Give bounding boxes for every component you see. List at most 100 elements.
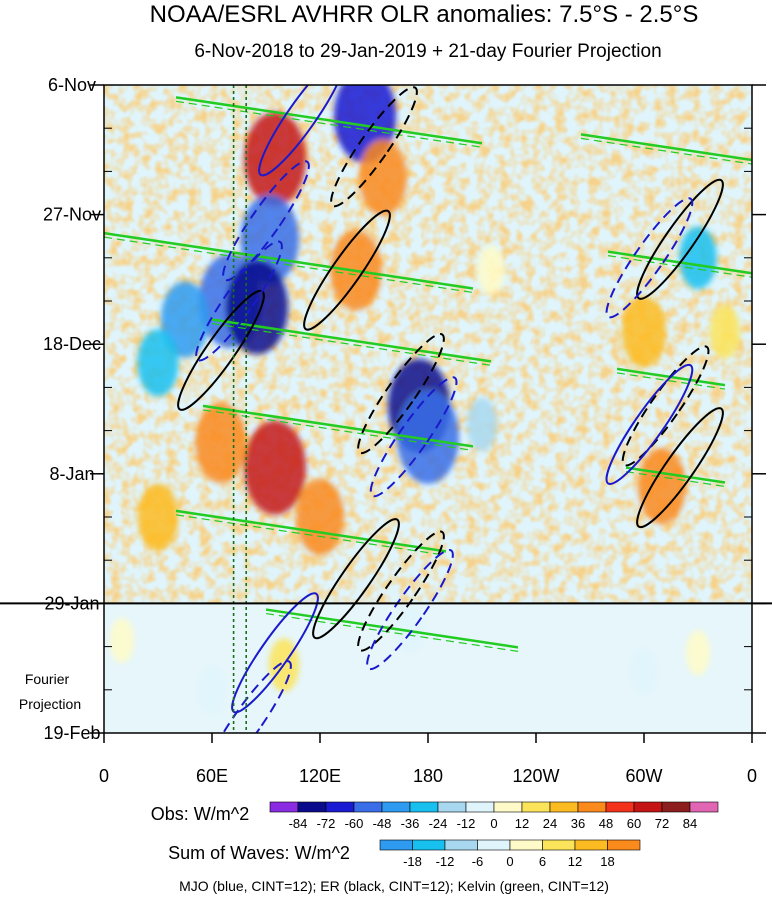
obs-colorbar-label: 72 [655,816,669,831]
obs-colorbar-box [269,801,299,813]
anomaly-region [638,448,686,525]
waves-colorbar-box [477,839,511,851]
obs-colorbar-box [689,801,719,813]
obs-colorbar-label: -72 [317,816,336,831]
kelvin-contour [616,372,726,390]
kelvin-contour [625,466,726,484]
anomaly-region [109,617,135,664]
anomaly-region [466,397,498,452]
obs-colorbar-box [577,801,607,813]
anomaly-region [631,648,657,694]
obs-colorbar-label: -36 [401,816,420,831]
anomaly-region [621,296,667,368]
x-axis: 0 60E 120E 180 120W 60W 0 [99,733,757,786]
obs-colorbar-label: 60 [627,816,641,831]
mjo-contour [605,363,694,485]
mjo-contour [258,85,346,177]
anomaly-region [396,603,424,653]
forecast-label-line2: Projection [19,696,81,712]
obs-colorbar-label: -48 [373,816,392,831]
kelvin-contour [607,255,752,278]
anomaly-region [226,260,288,355]
mjo-contour [605,197,694,319]
x-tick-label: 0 [747,766,757,786]
chart-title: NOAA/ESRL AVHRR OLR anomalies: 7.5°S - 2… [150,1,699,28]
obs-colorbar-box [437,801,467,813]
waves-colorbar-box [607,839,641,851]
waves-colorbar-box [509,839,543,851]
anomaly-region [137,329,179,397]
x-tick-label: 0 [99,766,109,786]
mjo-contour [366,549,454,671]
obs-colorbar-label: 24 [543,816,557,831]
waves-colorbar-box [574,839,608,851]
waves-colorbar-box [444,839,478,851]
y-tick-label: 18-Dec [43,334,101,354]
waves-legend-label: Sum of Waves: W/m^2 [168,843,350,863]
anomaly-region [161,281,209,358]
kelvin-contour [265,612,519,652]
anomaly-region [709,305,741,359]
obs-colorbar-box [549,801,579,813]
obs-colorbar-box [409,801,439,813]
mjo-contour [195,240,283,362]
obs-colorbar-label: 36 [571,816,585,831]
kelvin-contour [104,236,474,294]
waves-colorbar-label: -12 [436,854,455,869]
mjo-contour [222,160,310,282]
y-tick-label: 19-Feb [43,723,100,743]
anomaly-region [137,483,179,551]
obs-colorbar-label: -12 [457,816,476,831]
kelvin-contour [175,509,447,553]
y-tick-label: 27-Nov [43,205,101,225]
x-tick-label: 180 [413,766,443,786]
x-tick-label: 60W [625,766,662,786]
obs-colorbar-label: 0 [490,816,497,831]
obs-colorbar-label: -24 [429,816,448,831]
obs-colorbar-label: 12 [515,816,529,831]
mjo-contours [195,85,694,733]
kelvin-contour [580,133,752,162]
obs-colorbar-label: -60 [345,816,364,831]
anomaly-region [195,402,247,484]
er-contour [330,86,418,208]
obs-colorbar: -84 -72 -60 -48 -36 -24 -12 0 12 24 36 48 60 72 84 [269,801,719,831]
waves-colorbar: -18 -12 -6 0 6 12 18 [379,839,641,869]
obs-colorbar-box [493,801,523,813]
y-tick-label: 6-Nov [48,75,96,95]
anomaly-region [359,139,407,216]
obs-legend-label: Obs: W/m^2 [151,804,249,824]
kelvin-contour [211,318,492,363]
anomaly-region [477,245,505,295]
obs-colorbar-box [661,801,691,813]
er-contour [357,530,445,652]
er-contour [303,209,391,331]
obs-colorbar-box [353,801,383,813]
obs-colorbar-box [381,801,411,813]
obs-colorbar-box [605,801,635,813]
waves-colorbar-label: 18 [600,854,614,869]
kelvin-contour [175,514,447,556]
obs-colorbar-box [633,801,663,813]
hovmoller-plot-area [104,85,752,733]
kelvin-contour [211,322,492,366]
waves-colorbar-label: -6 [472,854,484,869]
er-contour [621,345,710,467]
waves-colorbar-label: 6 [539,854,546,869]
kelvin-contour [175,96,483,145]
kelvin-contour [580,137,752,165]
anomaly-region [244,112,306,207]
kelvin-contour [625,471,726,488]
er-contour [312,518,400,640]
reference-longitude-lines [232,85,247,733]
obs-colorbar-box [521,801,551,813]
obs-colorbar-box [325,801,355,813]
kelvin-contour [265,608,519,649]
waves-colorbar-box [412,839,446,851]
er-contour [636,178,724,300]
forecast-label-line1: Fourier [25,671,70,687]
kelvin-contours [104,96,752,652]
obs-colorbar-box [465,801,495,813]
obs-colorbar-box [297,801,327,813]
